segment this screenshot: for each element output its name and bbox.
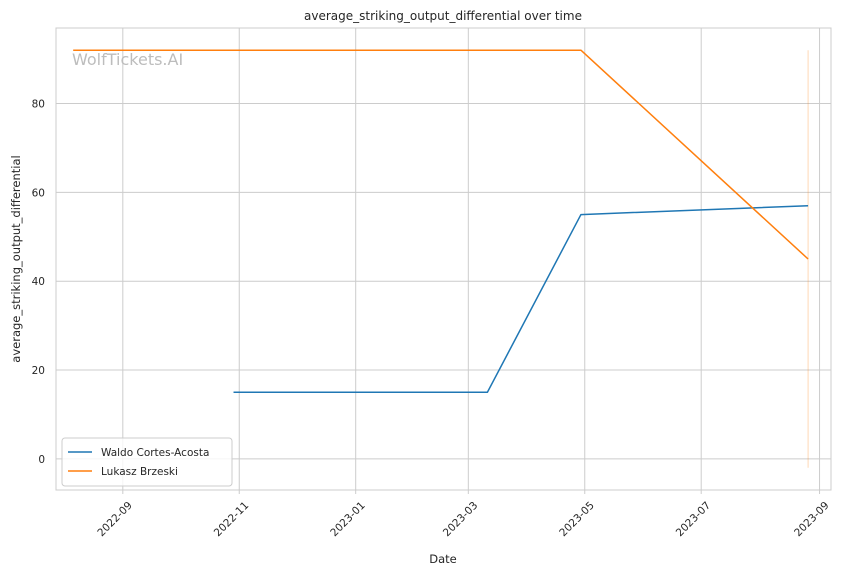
- y-tick-label: 60: [32, 187, 45, 199]
- y-tick-label: 80: [32, 99, 45, 111]
- legend: Waldo Cortes-Acosta Lukasz Brzeski: [61, 437, 233, 487]
- chart-title: average_striking_output_differential ove…: [304, 9, 582, 23]
- x-tick-label: 2023-09: [792, 500, 832, 540]
- legend-label: Lukasz Brzeski: [101, 466, 178, 478]
- x-tick-label: 2022-11: [212, 500, 252, 540]
- y-axis-label: average_striking_output_differential: [9, 155, 23, 362]
- x-axis-ticks: 2022-09 2022-11 2023-01 2023-03 2023-05 2023-…: [95, 490, 832, 540]
- x-tick-label: 2023-05: [557, 500, 597, 540]
- y-tick-label: 0: [38, 454, 45, 466]
- series-lines: [73, 49, 809, 394]
- series-line: [233, 204, 809, 394]
- x-axis-label: Date: [429, 552, 457, 566]
- plot-background: [55, 27, 832, 491]
- series-line: [73, 49, 809, 260]
- legend-box: [61, 437, 233, 487]
- legend-label: Waldo Cortes-Acosta: [101, 447, 209, 459]
- watermark: WolfTickets.AI: [72, 50, 183, 69]
- x-tick-label: 2023-03: [441, 500, 481, 540]
- x-tick-label: 2023-01: [328, 500, 368, 540]
- x-tick-label: 2023-07: [674, 500, 714, 540]
- y-axis-ticks: 0 20 40 60 80: [32, 99, 45, 466]
- y-tick-label: 20: [32, 365, 45, 377]
- grid: [56, 28, 831, 490]
- y-tick-label: 40: [32, 276, 45, 288]
- x-tick-label: 2022-09: [95, 500, 135, 540]
